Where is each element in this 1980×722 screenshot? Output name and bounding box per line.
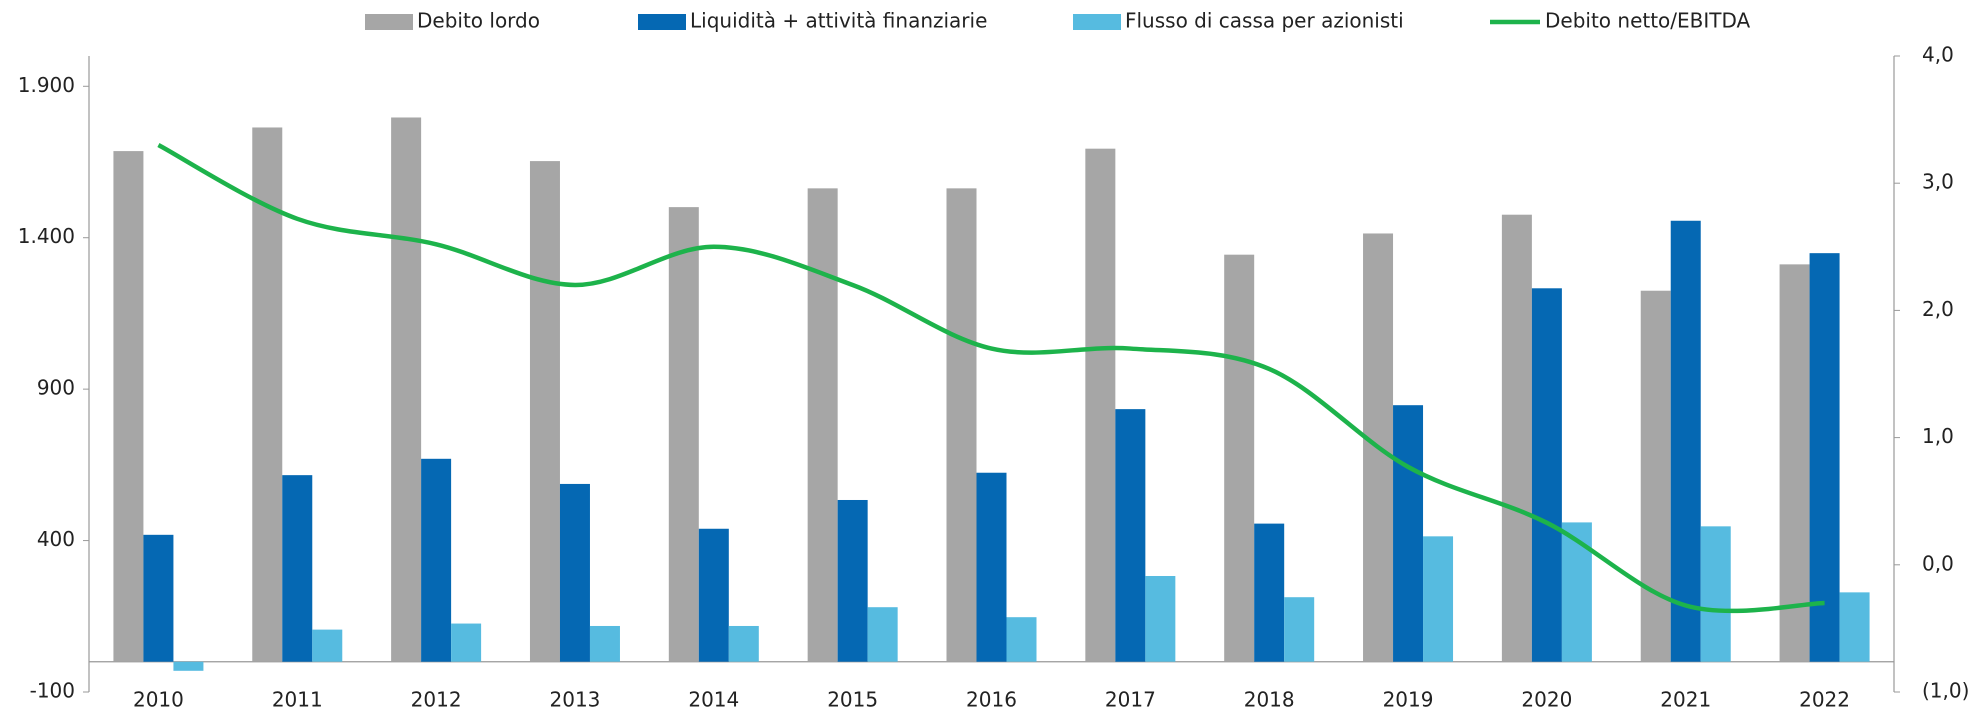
- bar: [1224, 254, 1255, 662]
- bar: [1284, 597, 1315, 662]
- bar: [529, 161, 560, 662]
- bar: [282, 475, 313, 662]
- x-tick-label: 2015: [827, 688, 878, 712]
- legend-swatch: [638, 14, 686, 30]
- bar: [1115, 409, 1146, 662]
- y2-tick-label: 2,0: [1922, 297, 1954, 321]
- bar: [143, 534, 174, 662]
- legend-swatch: [1073, 14, 1121, 30]
- bar: [1779, 264, 1810, 662]
- x-tick-label: 2020: [1521, 688, 1572, 712]
- y2-tick-label: 3,0: [1922, 170, 1954, 194]
- bar: [1006, 617, 1037, 662]
- bar: [391, 117, 422, 662]
- x-tick-label: 2014: [688, 688, 739, 712]
- bar: [668, 207, 699, 662]
- bar: [728, 625, 759, 662]
- x-tick-label: 2022: [1799, 688, 1850, 712]
- bar: [173, 661, 204, 671]
- x-tick-label: 2019: [1383, 688, 1434, 712]
- bar: [312, 629, 343, 662]
- y2-tick-label: 0,0: [1922, 551, 1954, 575]
- y2-tick-label: (1,0): [1922, 679, 1969, 703]
- bar: [1531, 288, 1562, 662]
- bar: [1423, 536, 1454, 662]
- bar: [559, 483, 590, 662]
- y-tick-label: 900: [37, 376, 75, 400]
- x-tick-label: 2010: [133, 688, 184, 712]
- x-tick-label: 2021: [1660, 688, 1711, 712]
- bar: [698, 528, 729, 662]
- bar: [113, 151, 144, 662]
- legend-label: Flusso di cassa per azionisti: [1125, 9, 1404, 33]
- bar: [946, 188, 977, 662]
- line: [157, 143, 1825, 614]
- legend-label: Debito netto/EBITDA: [1545, 9, 1751, 33]
- y-tick-label: 1.400: [18, 224, 75, 248]
- bar: [421, 458, 452, 662]
- x-tick-label: 2011: [272, 688, 323, 712]
- bar: [1085, 148, 1116, 662]
- legend-label: Liquidità + attività finanziarie: [690, 9, 987, 33]
- bar: [1839, 592, 1870, 662]
- x-tick-label: 2017: [1105, 688, 1156, 712]
- bar: [1145, 576, 1176, 662]
- bar: [837, 499, 868, 662]
- y2-tick-label: 4,0: [1922, 43, 1954, 67]
- bar: [589, 625, 620, 662]
- x-tick-label: 2012: [411, 688, 462, 712]
- bar: [1393, 405, 1424, 662]
- bar: [451, 623, 482, 662]
- y-tick-label: -100: [30, 679, 75, 703]
- bar: [1640, 290, 1671, 662]
- y-tick-label: 400: [37, 527, 75, 551]
- legend-label: Debito lordo: [417, 9, 540, 33]
- x-tick-label: 2013: [550, 688, 601, 712]
- bar: [807, 188, 838, 662]
- bar: [252, 127, 283, 662]
- y2-tick-label: 1,0: [1922, 424, 1954, 448]
- bar: [1501, 214, 1532, 662]
- bar: [976, 472, 1007, 662]
- x-tick-label: 2016: [966, 688, 1017, 712]
- x-tick-label: 2018: [1244, 688, 1295, 712]
- bar: [1700, 526, 1731, 662]
- bar: [867, 607, 898, 662]
- y-tick-label: 1.900: [18, 73, 75, 97]
- bar: [1254, 523, 1285, 662]
- bar: [1809, 253, 1840, 662]
- bar: [1670, 220, 1701, 662]
- legend-swatch: [365, 14, 413, 30]
